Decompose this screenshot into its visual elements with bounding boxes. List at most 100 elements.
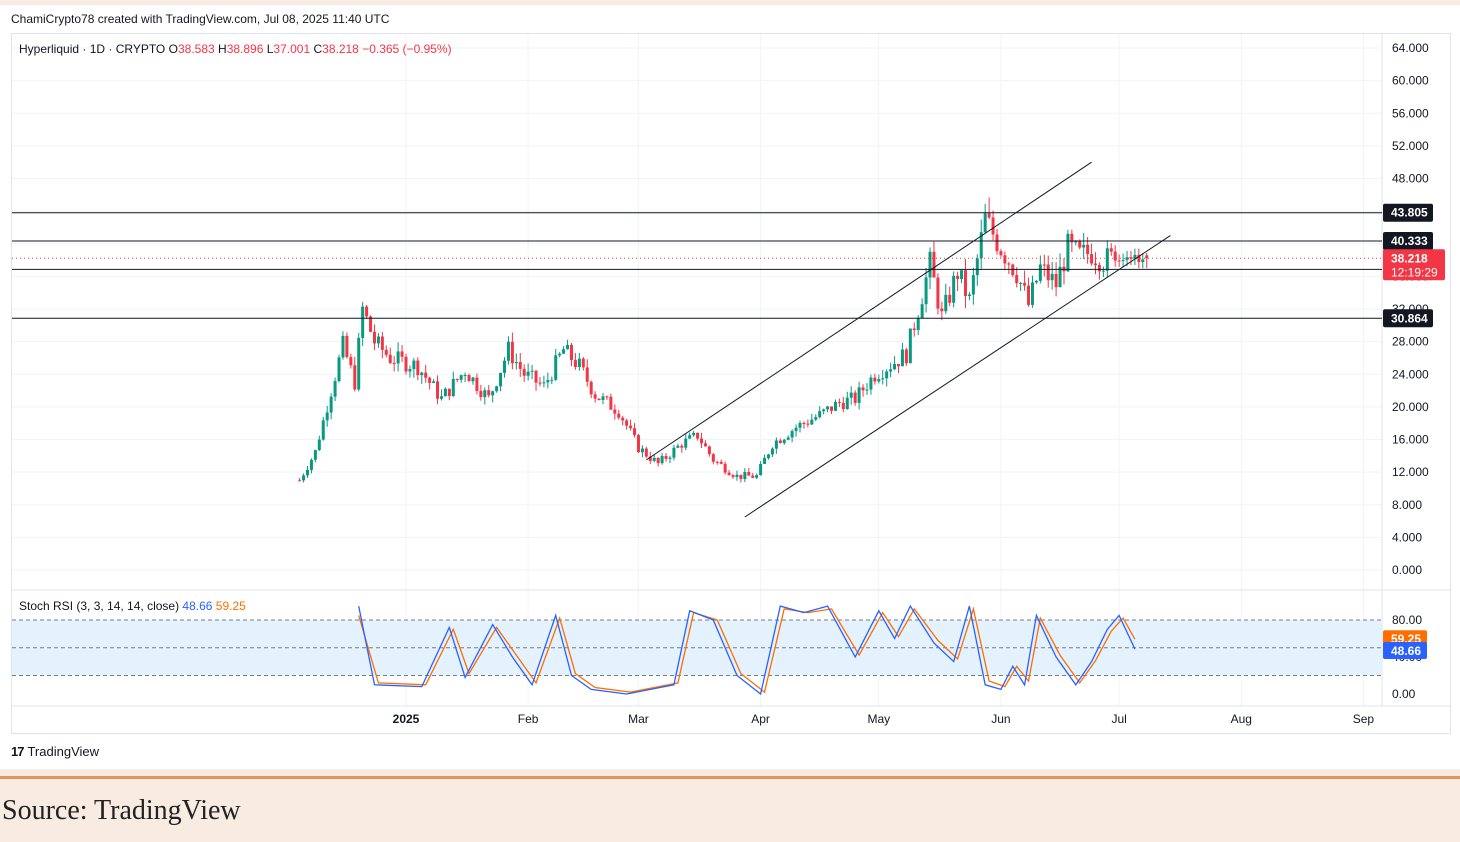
candle-body	[479, 390, 483, 398]
low-label: L	[266, 42, 274, 56]
candle-body	[353, 365, 357, 390]
candle-body	[830, 406, 834, 411]
candle-body	[499, 372, 503, 387]
channel-upper-line	[646, 161, 1092, 461]
candle-body	[562, 349, 566, 354]
candle-body	[967, 294, 971, 296]
change-value: −0.365 (−0.95%)	[362, 42, 452, 56]
candle-body	[506, 341, 510, 361]
low-value: 37.001	[273, 42, 311, 56]
rsi-axis-label: 0.00	[1392, 687, 1416, 701]
candle-body	[345, 335, 349, 358]
candle-body	[893, 363, 897, 370]
candle-body	[1129, 257, 1133, 259]
candle-body	[774, 440, 778, 449]
candle-body	[696, 432, 700, 439]
candle-body	[818, 411, 822, 418]
candle-body	[1141, 259, 1145, 263]
candle-body	[569, 344, 573, 361]
candle-body	[952, 275, 956, 303]
time-axis-label: Feb	[518, 712, 539, 726]
candle-body	[806, 423, 810, 425]
candle-body	[739, 474, 743, 480]
candle-body	[684, 438, 688, 448]
level-badge	[1383, 309, 1433, 328]
candle-body	[432, 381, 436, 383]
candle-body	[436, 381, 440, 399]
candle-body	[900, 349, 904, 367]
candle-body	[341, 335, 345, 358]
candle-body	[1074, 241, 1078, 243]
candle-body	[861, 387, 865, 391]
candle-body	[1094, 263, 1097, 266]
candle-body	[1038, 264, 1042, 281]
candle-body	[333, 381, 337, 397]
candle-body	[1082, 244, 1086, 248]
candle-body	[802, 422, 806, 424]
candle-body	[546, 380, 550, 383]
stoch-rsi-d-value: 59.25	[215, 599, 246, 613]
candle-body	[1066, 233, 1070, 272]
candle-body	[1121, 259, 1125, 261]
high-value: 38.896	[226, 42, 264, 56]
candle-body	[735, 474, 739, 478]
time-axis-label: Mar	[628, 712, 649, 726]
candle-body	[853, 392, 857, 403]
candle-body	[1145, 255, 1149, 259]
candle-body	[908, 328, 912, 364]
candle-body	[944, 294, 948, 312]
time-axis-label: Aug	[1231, 712, 1252, 726]
candle-body	[424, 372, 428, 378]
candle-body	[763, 458, 767, 464]
candle-body	[849, 392, 853, 398]
candle-body	[924, 277, 928, 305]
price-axis-label: 0.000	[1392, 563, 1422, 577]
candle-body	[522, 368, 526, 376]
candle-body	[1015, 275, 1019, 284]
candle-body	[475, 377, 479, 391]
level-badge	[1383, 203, 1433, 222]
candle-body	[349, 357, 353, 366]
candle-body	[365, 306, 369, 317]
price-chart[interactable]: 64.00060.00056.00052.00048.00044.00040.0…	[0, 0, 1460, 770]
price-axis-label: 20.000	[1392, 400, 1429, 414]
rsi-axis-label: 80.00	[1392, 613, 1422, 627]
candle-body	[703, 443, 707, 447]
candle-body	[601, 396, 605, 400]
candle-body	[700, 438, 703, 444]
candle-body	[306, 469, 309, 476]
time-axis-label: Jul	[1111, 712, 1126, 726]
candle-body	[837, 401, 841, 403]
candle-body	[530, 370, 534, 372]
time-axis-label: Apr	[751, 712, 770, 726]
candle-body	[833, 401, 837, 411]
candle-body	[723, 463, 727, 473]
candle-body	[408, 369, 412, 372]
candle-body	[329, 396, 333, 413]
price-axis-label: 56.000	[1392, 106, 1429, 120]
candle-body	[428, 377, 432, 383]
tradingview-logo-text: TradingView	[27, 744, 100, 759]
candle-body	[995, 234, 999, 252]
candle-body	[1007, 263, 1011, 265]
candle-body	[956, 275, 960, 280]
candle-body	[1117, 260, 1121, 262]
candle-body	[495, 386, 499, 392]
candle-body	[841, 402, 845, 410]
candle-body	[1050, 273, 1054, 281]
open-value: 38.583	[177, 42, 215, 56]
high-label: H	[218, 42, 227, 56]
candle-body	[770, 448, 774, 455]
candle-body	[822, 409, 826, 412]
time-axis-label: 2025	[393, 712, 420, 726]
candle-body	[321, 420, 325, 440]
last-price-badge	[1383, 249, 1445, 281]
candle-body	[503, 360, 506, 373]
candle-body	[573, 360, 577, 368]
candle-body	[554, 355, 558, 380]
tradingview-logo[interactable]: 17 TradingView	[11, 744, 99, 759]
candle-body	[1133, 254, 1137, 259]
candle-body	[625, 420, 629, 426]
candle-body	[1109, 248, 1113, 252]
candle-body	[975, 258, 979, 276]
